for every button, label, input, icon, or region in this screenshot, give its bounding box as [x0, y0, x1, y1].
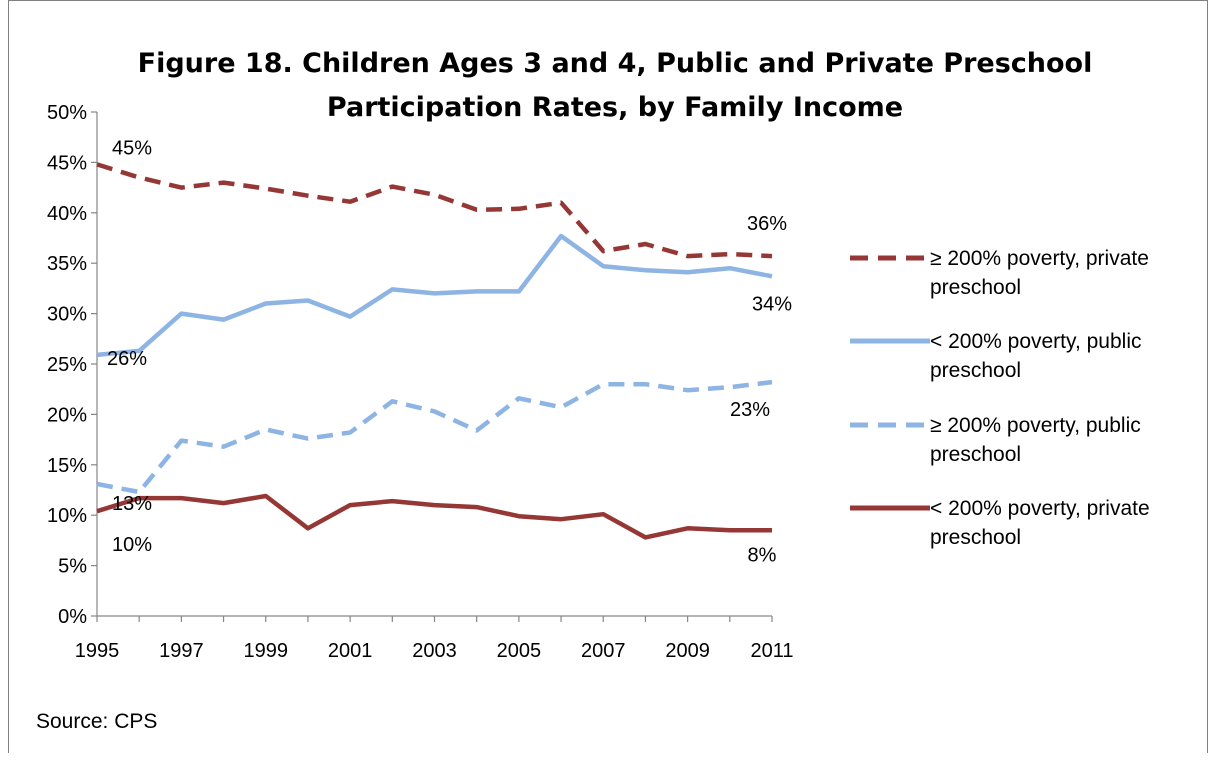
series-layer: [96, 162, 773, 540]
data-label: 36%: [747, 213, 787, 235]
data-label: 23%: [730, 399, 770, 421]
legend-label-1: ≥ 200% poverty, private preschool: [930, 247, 1149, 299]
series-line-3: [96, 379, 773, 495]
source-note: Source: CPS: [36, 710, 158, 733]
legend-swatch-1: [850, 255, 930, 261]
y-tick-label: 40%: [47, 203, 87, 225]
legend-swatch-3: [850, 422, 930, 428]
series-line-4: [96, 493, 772, 540]
y-tick-label: 50%: [47, 102, 87, 124]
y-tick-label: 15%: [47, 455, 87, 477]
chart-title-line-1: Figure 18. Children Ages 3 and 4, Public…: [137, 48, 1093, 79]
y-tick-label: 45%: [47, 152, 87, 174]
x-tick-label: 2007: [581, 640, 626, 662]
legend-item-1: ≥ 200% poverty, private preschool: [850, 244, 1190, 304]
y-tick-label: 5%: [58, 556, 87, 578]
x-tick-label: 2005: [497, 640, 542, 662]
x-tick-label: 2003: [412, 640, 457, 662]
x-tick-label: 2011: [750, 640, 793, 662]
axes: 0% 5% 10% 15% 20% 25% 30% 35% 40% 45% 50% 1995 1997 1…: [47, 102, 794, 662]
x-tick-label: 1995: [75, 640, 120, 662]
y-tick-label: 20%: [47, 404, 87, 426]
legend-label-2: < 200% poverty, public preschool: [930, 330, 1142, 382]
legend-label-4: < 200% poverty, private preschool: [930, 497, 1150, 549]
data-label: 34%: [752, 293, 792, 315]
series-line-2: [96, 233, 773, 358]
x-tick-label: 2001: [328, 640, 373, 662]
legend-swatch-2: [850, 338, 930, 344]
legend-item-3: ≥ 200% poverty, public preschool: [850, 411, 1190, 471]
x-tick-label: 2009: [665, 640, 710, 662]
legend-swatch-4: [850, 505, 930, 511]
legend-item-2: < 200% poverty, public preschool: [850, 327, 1190, 387]
y-tick-label: 30%: [47, 304, 87, 326]
data-label: 13%: [112, 493, 152, 515]
data-label: 45%: [112, 137, 152, 159]
x-tick-label: 1997: [159, 640, 204, 662]
data-label: 26%: [107, 348, 147, 370]
y-tick-label: 35%: [47, 253, 87, 275]
legend-item-4: < 200% poverty, private preschool: [850, 494, 1190, 554]
chart-frame: [8, 0, 1208, 753]
data-labels: 45% 36% 26% 34% 13% 23% 10% 8%: [107, 137, 792, 566]
data-label: 8%: [748, 544, 777, 566]
chart-title: Figure 18. Children Ages 3 and 4, Public…: [95, 42, 1135, 130]
y-tick-label: 10%: [47, 505, 87, 527]
legend-label-3: ≥ 200% poverty, public preschool: [930, 414, 1141, 466]
y-tick-label: 25%: [47, 354, 87, 376]
x-tick-label: 1999: [244, 640, 289, 662]
data-label: 10%: [112, 534, 152, 556]
y-tick-label: 0%: [58, 606, 87, 628]
chart-title-line-2: Participation Rates, by Family Income: [326, 92, 904, 123]
series-line-1: [96, 162, 773, 259]
